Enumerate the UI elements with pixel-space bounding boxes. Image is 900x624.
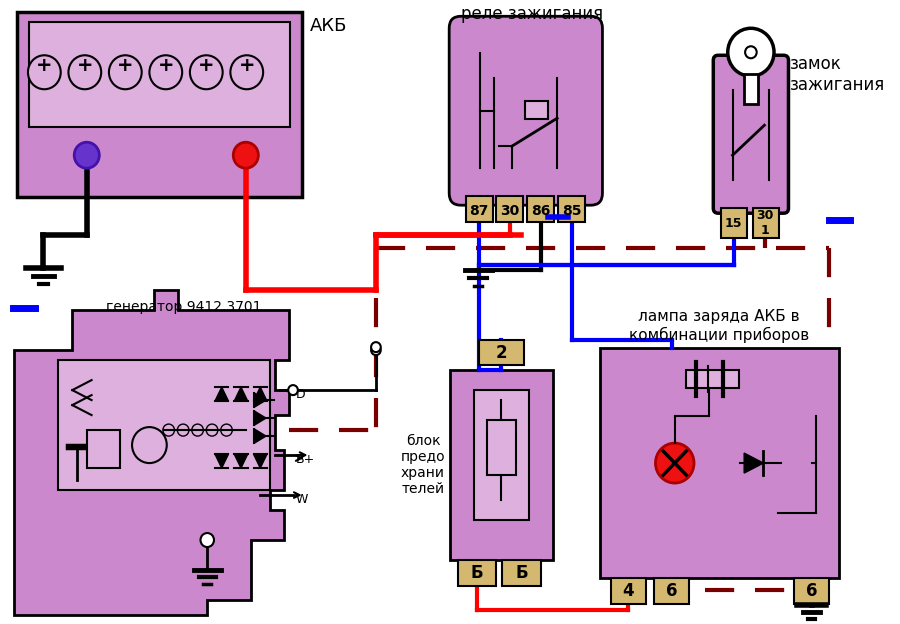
Polygon shape [58, 360, 270, 490]
Polygon shape [215, 387, 229, 401]
Circle shape [68, 56, 101, 89]
Bar [465, 196, 492, 222]
Polygon shape [255, 393, 266, 407]
FancyBboxPatch shape [714, 56, 788, 213]
Bar [86, 430, 121, 468]
Circle shape [190, 56, 222, 89]
Text: генератор 9412.3701: генератор 9412.3701 [106, 300, 262, 314]
Circle shape [728, 28, 774, 76]
Polygon shape [255, 429, 266, 443]
Bar [479, 340, 525, 365]
FancyBboxPatch shape [449, 16, 602, 205]
Polygon shape [255, 411, 266, 425]
Circle shape [74, 142, 99, 168]
Text: 15: 15 [724, 217, 742, 230]
Circle shape [149, 56, 182, 89]
Circle shape [163, 424, 175, 436]
Text: +: + [76, 56, 93, 75]
Text: +: + [238, 56, 255, 75]
Circle shape [745, 46, 757, 58]
Bar [795, 578, 829, 604]
Bar [527, 196, 554, 222]
Bar [526, 101, 548, 119]
Polygon shape [254, 387, 267, 401]
Text: +: + [117, 56, 133, 75]
Bar [752, 208, 778, 238]
Bar [744, 74, 758, 104]
Circle shape [288, 385, 298, 395]
Circle shape [220, 424, 232, 436]
Text: реле зажигания: реле зажигания [461, 5, 603, 23]
Text: замок
зажигания: замок зажигания [789, 56, 885, 94]
Circle shape [655, 443, 694, 483]
Polygon shape [744, 453, 763, 473]
Text: +: + [36, 56, 52, 75]
Text: 85: 85 [562, 204, 581, 218]
Text: W: W [296, 492, 309, 505]
Circle shape [230, 56, 263, 89]
Text: АКБ: АКБ [310, 17, 346, 36]
Bar [450, 370, 554, 560]
Bar [474, 390, 529, 520]
Circle shape [206, 424, 218, 436]
Bar [29, 22, 290, 127]
Bar [599, 348, 839, 578]
Text: 4: 4 [623, 582, 634, 600]
Bar [497, 196, 524, 222]
Circle shape [192, 424, 203, 436]
Bar [17, 12, 302, 197]
Circle shape [132, 427, 166, 463]
Circle shape [371, 345, 381, 355]
Bar [721, 208, 747, 238]
Text: 86: 86 [531, 204, 551, 218]
Text: +: + [198, 56, 214, 75]
Circle shape [371, 342, 381, 352]
Polygon shape [234, 454, 248, 468]
Text: 6: 6 [806, 582, 817, 600]
Text: 30
1: 30 1 [757, 209, 774, 237]
Polygon shape [254, 454, 267, 468]
Text: B+: B+ [296, 452, 315, 466]
Text: Б: Б [515, 564, 527, 582]
Text: блок
предо
храни
телей: блок предо храни телей [400, 434, 446, 496]
Circle shape [109, 56, 141, 89]
Polygon shape [215, 454, 229, 468]
Text: 2: 2 [495, 344, 507, 362]
Text: лампа заряда АКБ в
комбинации приборов: лампа заряда АКБ в комбинации приборов [629, 310, 809, 343]
Bar [458, 560, 497, 586]
Text: +: + [158, 56, 174, 75]
Circle shape [201, 533, 214, 547]
Bar [611, 578, 646, 604]
Text: D: D [296, 388, 305, 401]
Polygon shape [14, 290, 289, 615]
Polygon shape [234, 387, 248, 401]
Text: 6: 6 [666, 582, 678, 600]
Bar [558, 196, 585, 222]
Bar [487, 420, 516, 475]
Circle shape [28, 56, 60, 89]
Text: 87: 87 [470, 204, 489, 218]
Bar [687, 370, 739, 388]
Bar [502, 560, 541, 586]
Circle shape [177, 424, 189, 436]
Text: 30: 30 [500, 204, 519, 218]
Bar [654, 578, 689, 604]
Text: Б: Б [471, 564, 483, 582]
Circle shape [233, 142, 258, 168]
